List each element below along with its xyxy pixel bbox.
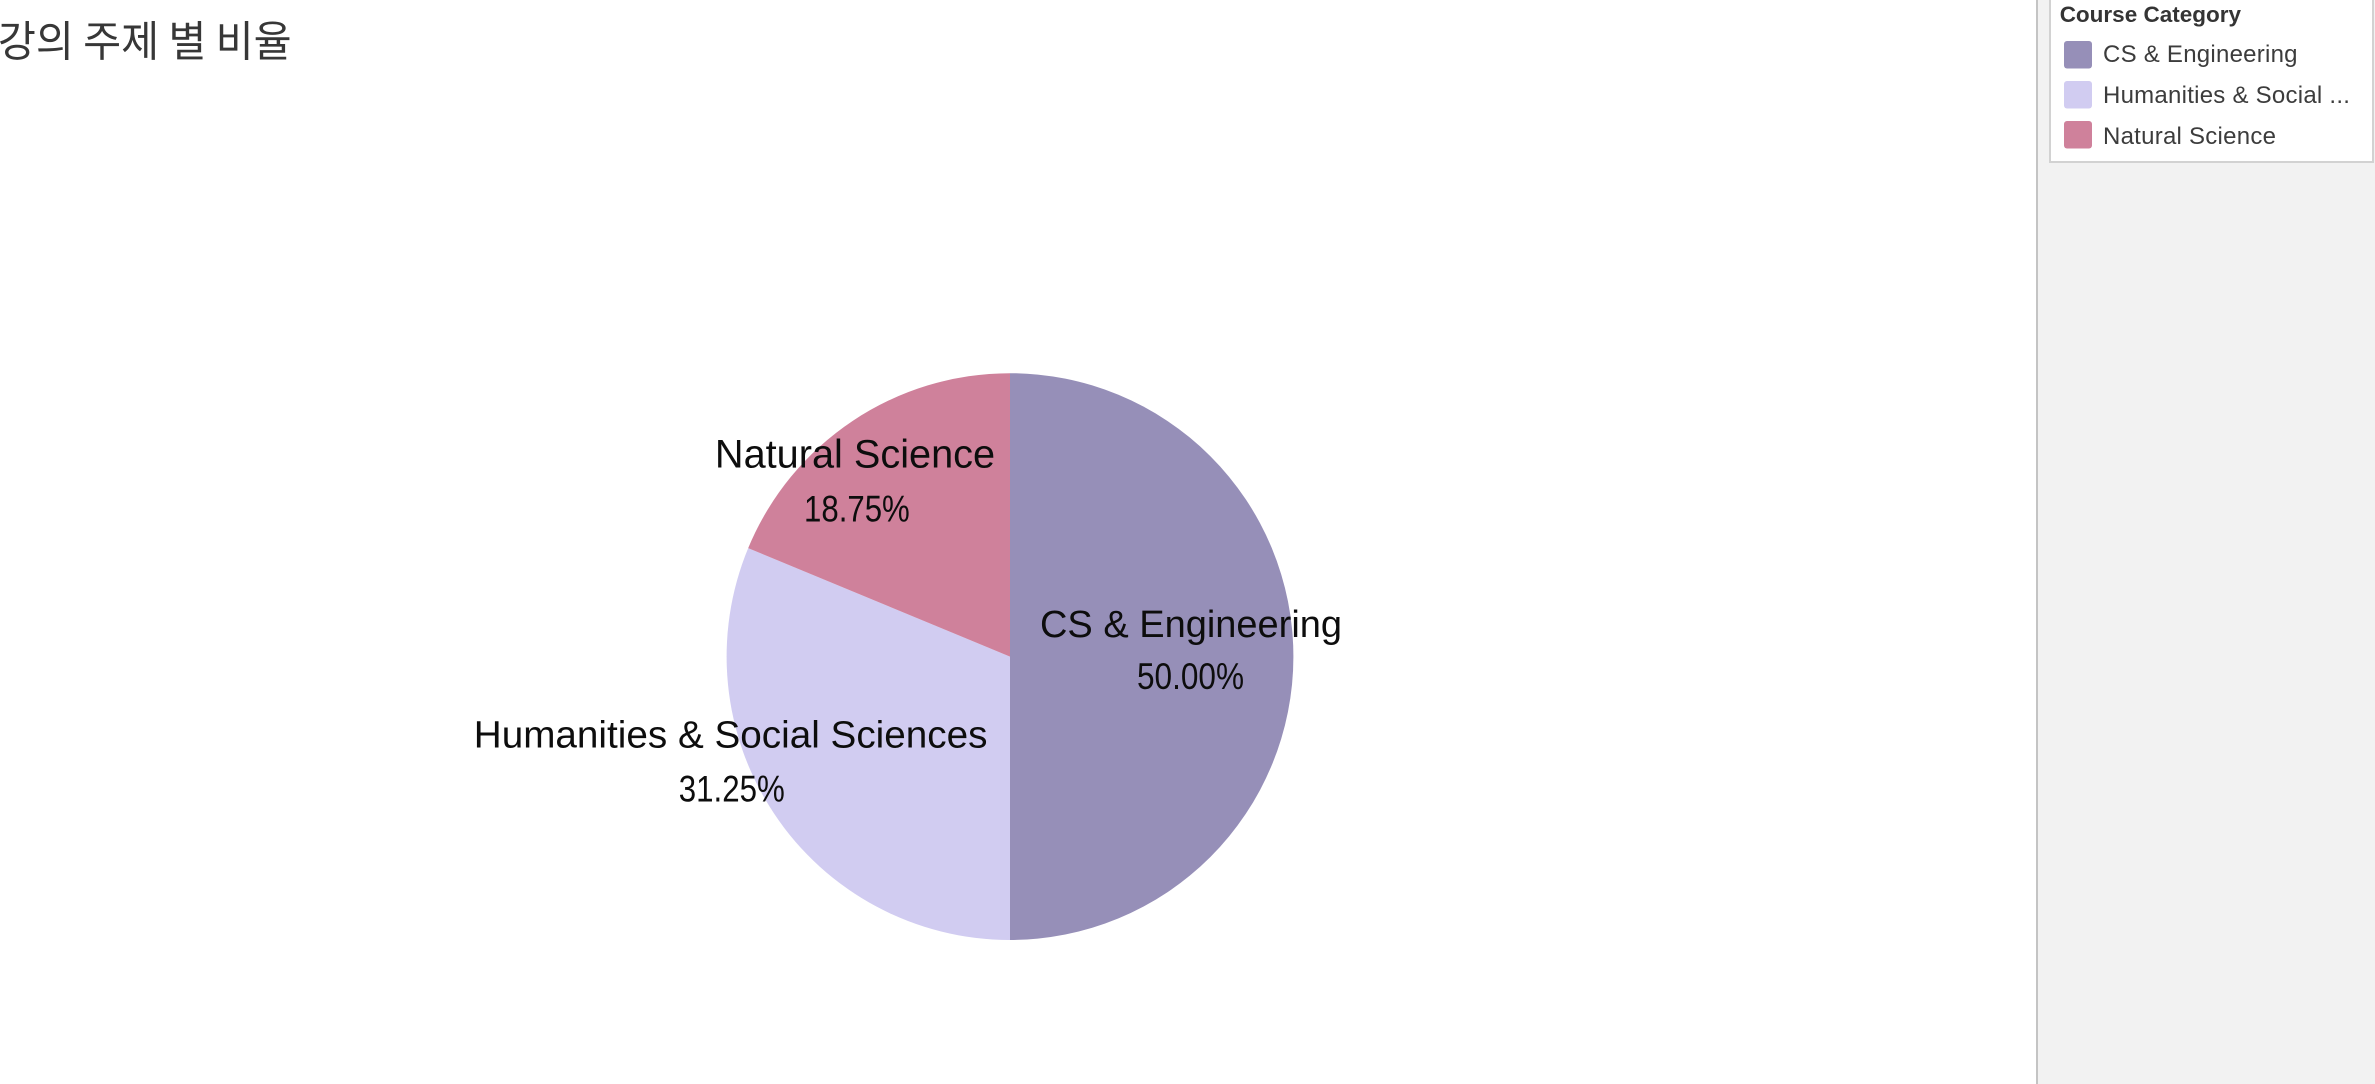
svg-text:50.00%: 50.00% xyxy=(1137,657,1244,698)
svg-text:Humanities & Social Sciences: Humanities & Social Sciences xyxy=(474,714,988,757)
svg-text:CS & Engineering: CS & Engineering xyxy=(2103,41,2298,68)
svg-text:Course Category: Course Category xyxy=(2060,2,2242,27)
svg-text:Natural Science: Natural Science xyxy=(2103,123,2276,150)
svg-text:Humanities & Social ...: Humanities & Social ... xyxy=(2103,82,2350,109)
svg-text:CS & Engineering: CS & Engineering xyxy=(1040,604,1342,646)
svg-text:Natural Science: Natural Science xyxy=(715,432,995,476)
svg-text:18.75%: 18.75% xyxy=(804,489,910,530)
svg-text:31.25%: 31.25% xyxy=(679,769,785,810)
